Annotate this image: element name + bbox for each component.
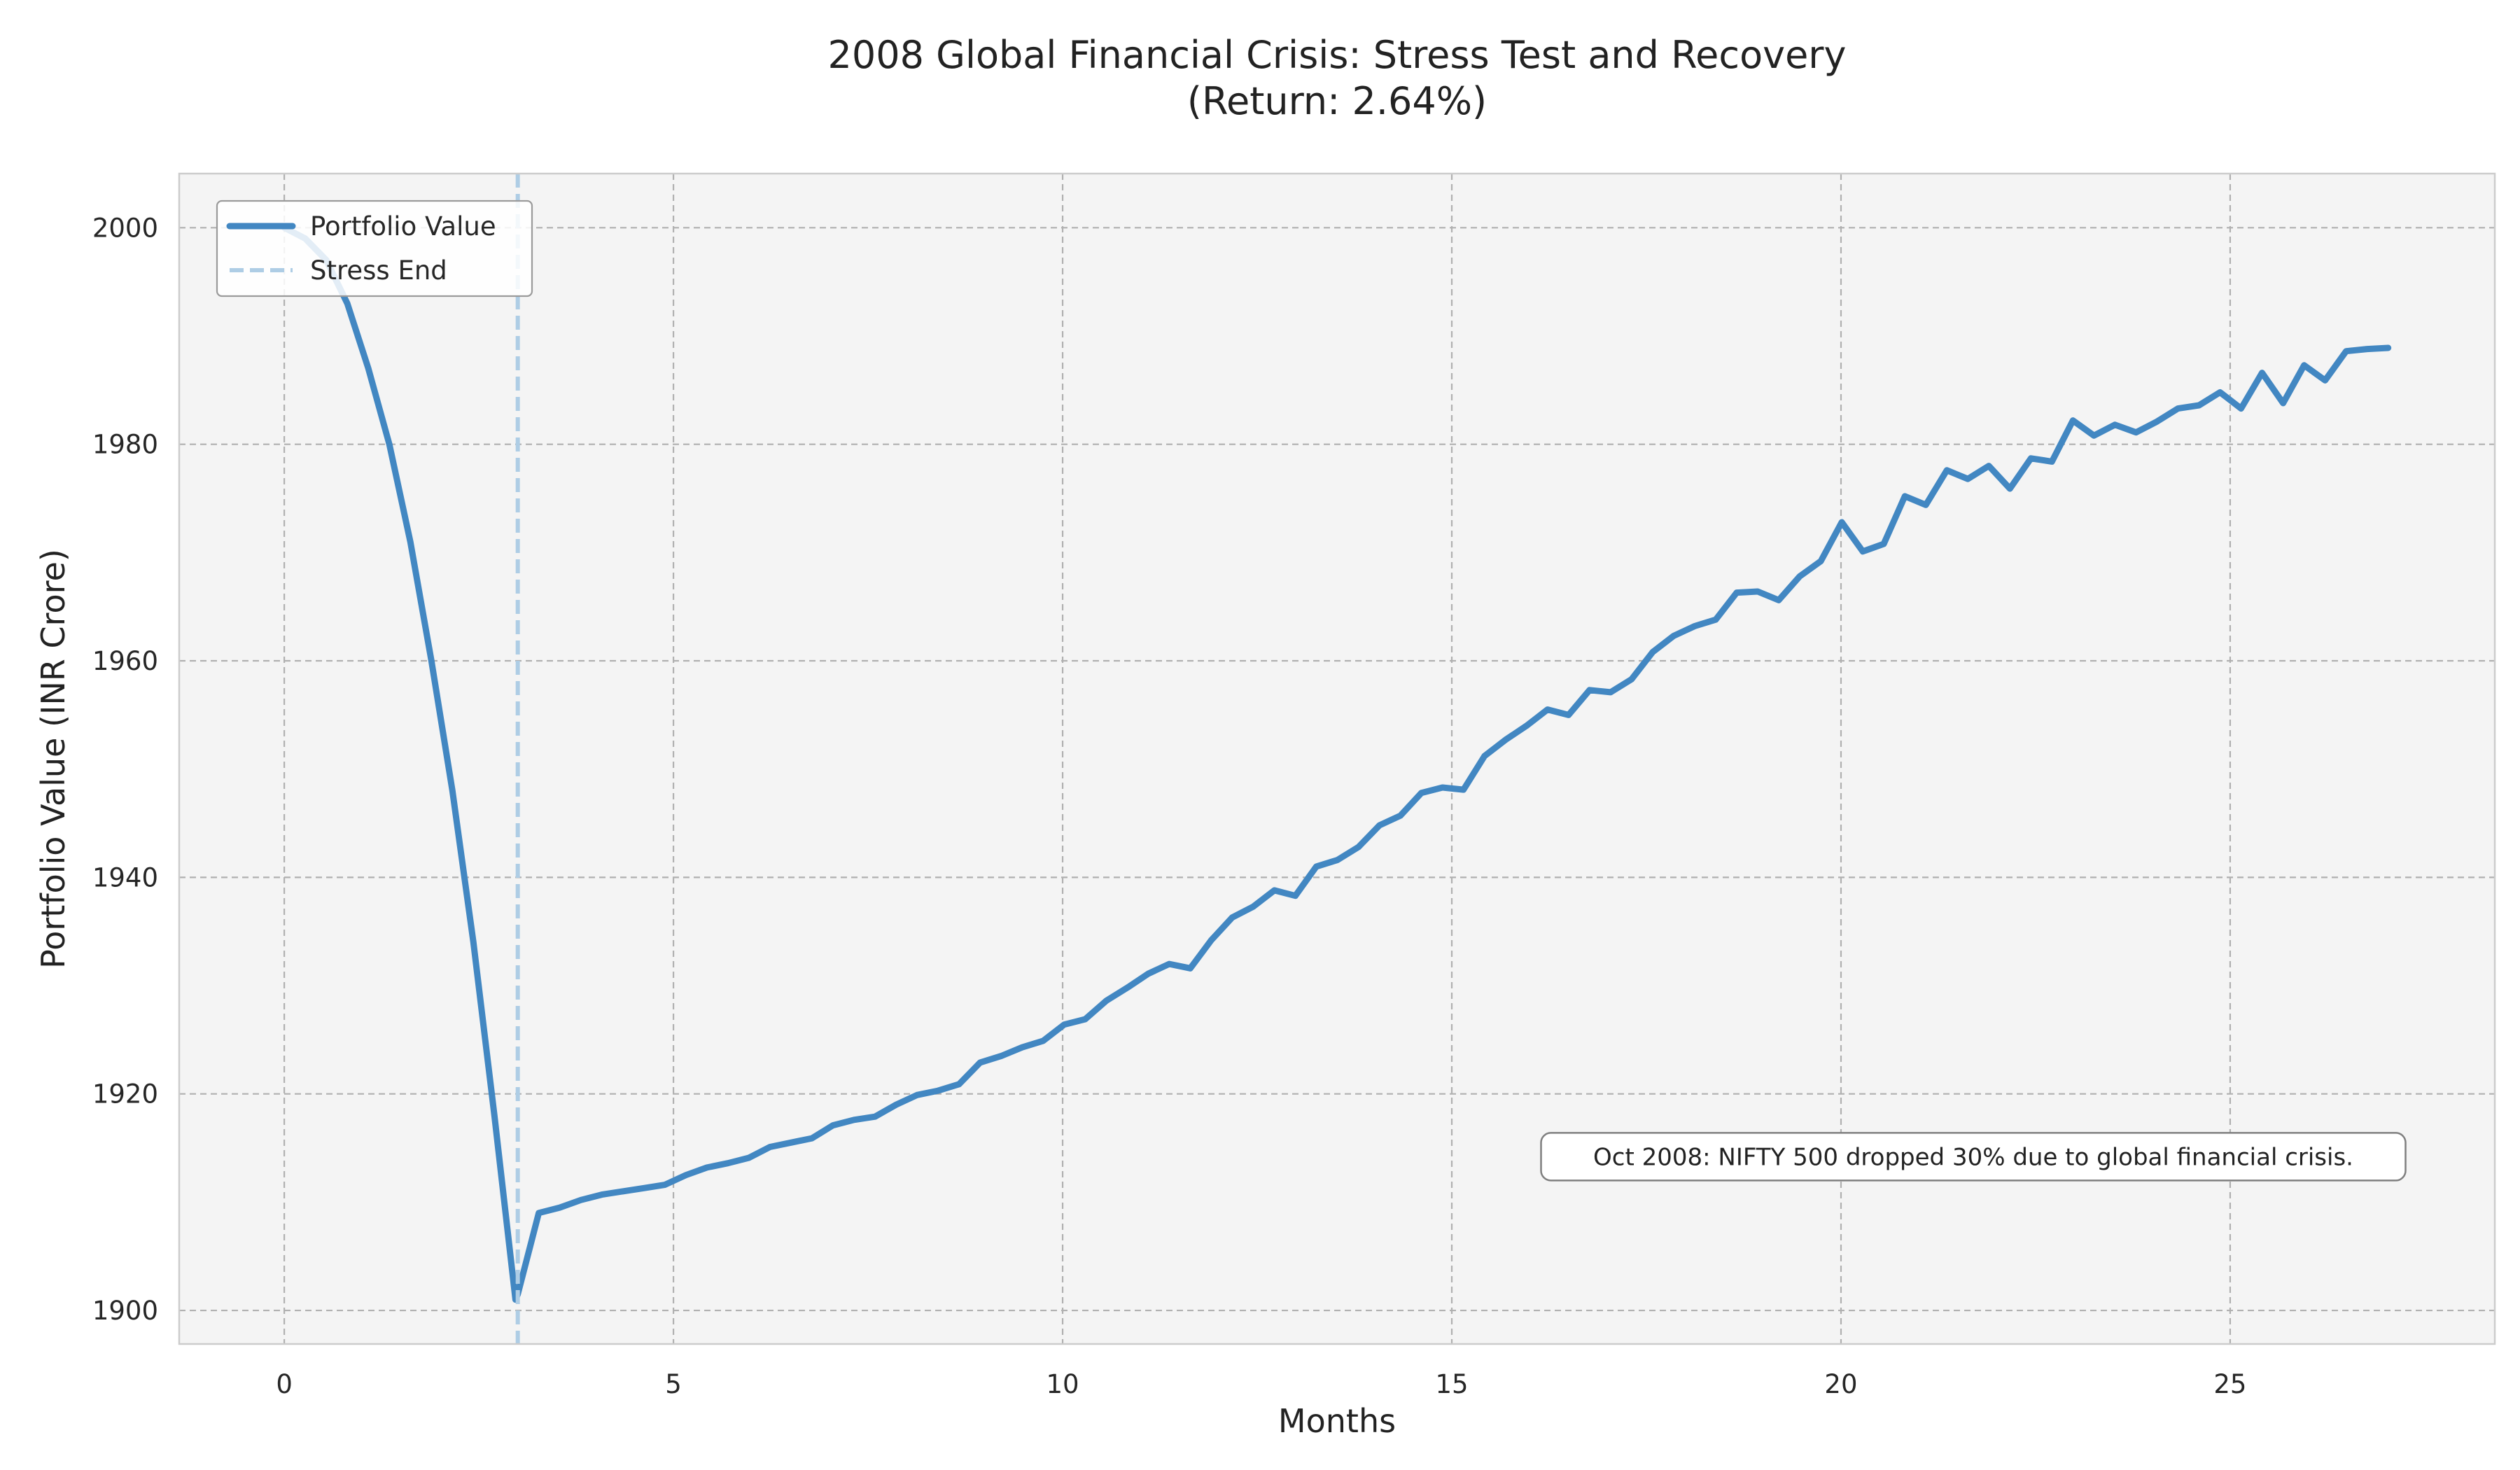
chart-subtitle: (Return: 2.64%)	[1187, 79, 1487, 123]
series-line-portfolio-value	[281, 224, 2392, 1303]
x-tick-labels: 0 5 10 15 20 25	[276, 1369, 2246, 1399]
legend: Portfolio Value Stress End	[216, 200, 533, 298]
legend-label-portfolio-value: Portfolio Value	[310, 211, 496, 241]
series-layer	[281, 174, 2392, 1344]
y-axis-label: Portfolio Value (INR Crore)	[34, 549, 72, 969]
legend-label-stress-end: Stress End	[310, 255, 447, 286]
plot-frame	[178, 172, 2496, 1345]
y-tick-label: 1940	[92, 862, 158, 892]
x-tick-label: 15	[1435, 1369, 1468, 1399]
annotation-box	[1540, 1132, 2407, 1182]
y-tick-label: 1960	[92, 646, 158, 676]
x-axis-label: Months	[1278, 1402, 1396, 1440]
chart-title: 2008 Global Financial Crisis: Stress Tes…	[828, 33, 1847, 77]
legend-box	[216, 200, 533, 298]
annotation: Oct 2008: NIFTY 500 dropped 30% due to g…	[1540, 1132, 2407, 1182]
x-tick-label: 10	[1046, 1369, 1079, 1399]
annotation-text: Oct 2008: NIFTY 500 dropped 30% due to g…	[1593, 1143, 2353, 1171]
grid-lines	[179, 174, 2495, 1344]
x-tick-label: 25	[2213, 1369, 2246, 1399]
y-tick-label: 2000	[92, 213, 158, 243]
y-tick-labels: 1900 1920 1940 1960 1980 2000	[92, 213, 158, 1326]
y-tick-label: 1980	[92, 430, 158, 460]
x-tick-label: 5	[665, 1369, 682, 1399]
y-tick-label: 1900	[92, 1296, 158, 1326]
x-tick-label: 0	[276, 1369, 293, 1399]
y-tick-label: 1920	[92, 1079, 158, 1110]
x-tick-label: 20	[1824, 1369, 1857, 1399]
